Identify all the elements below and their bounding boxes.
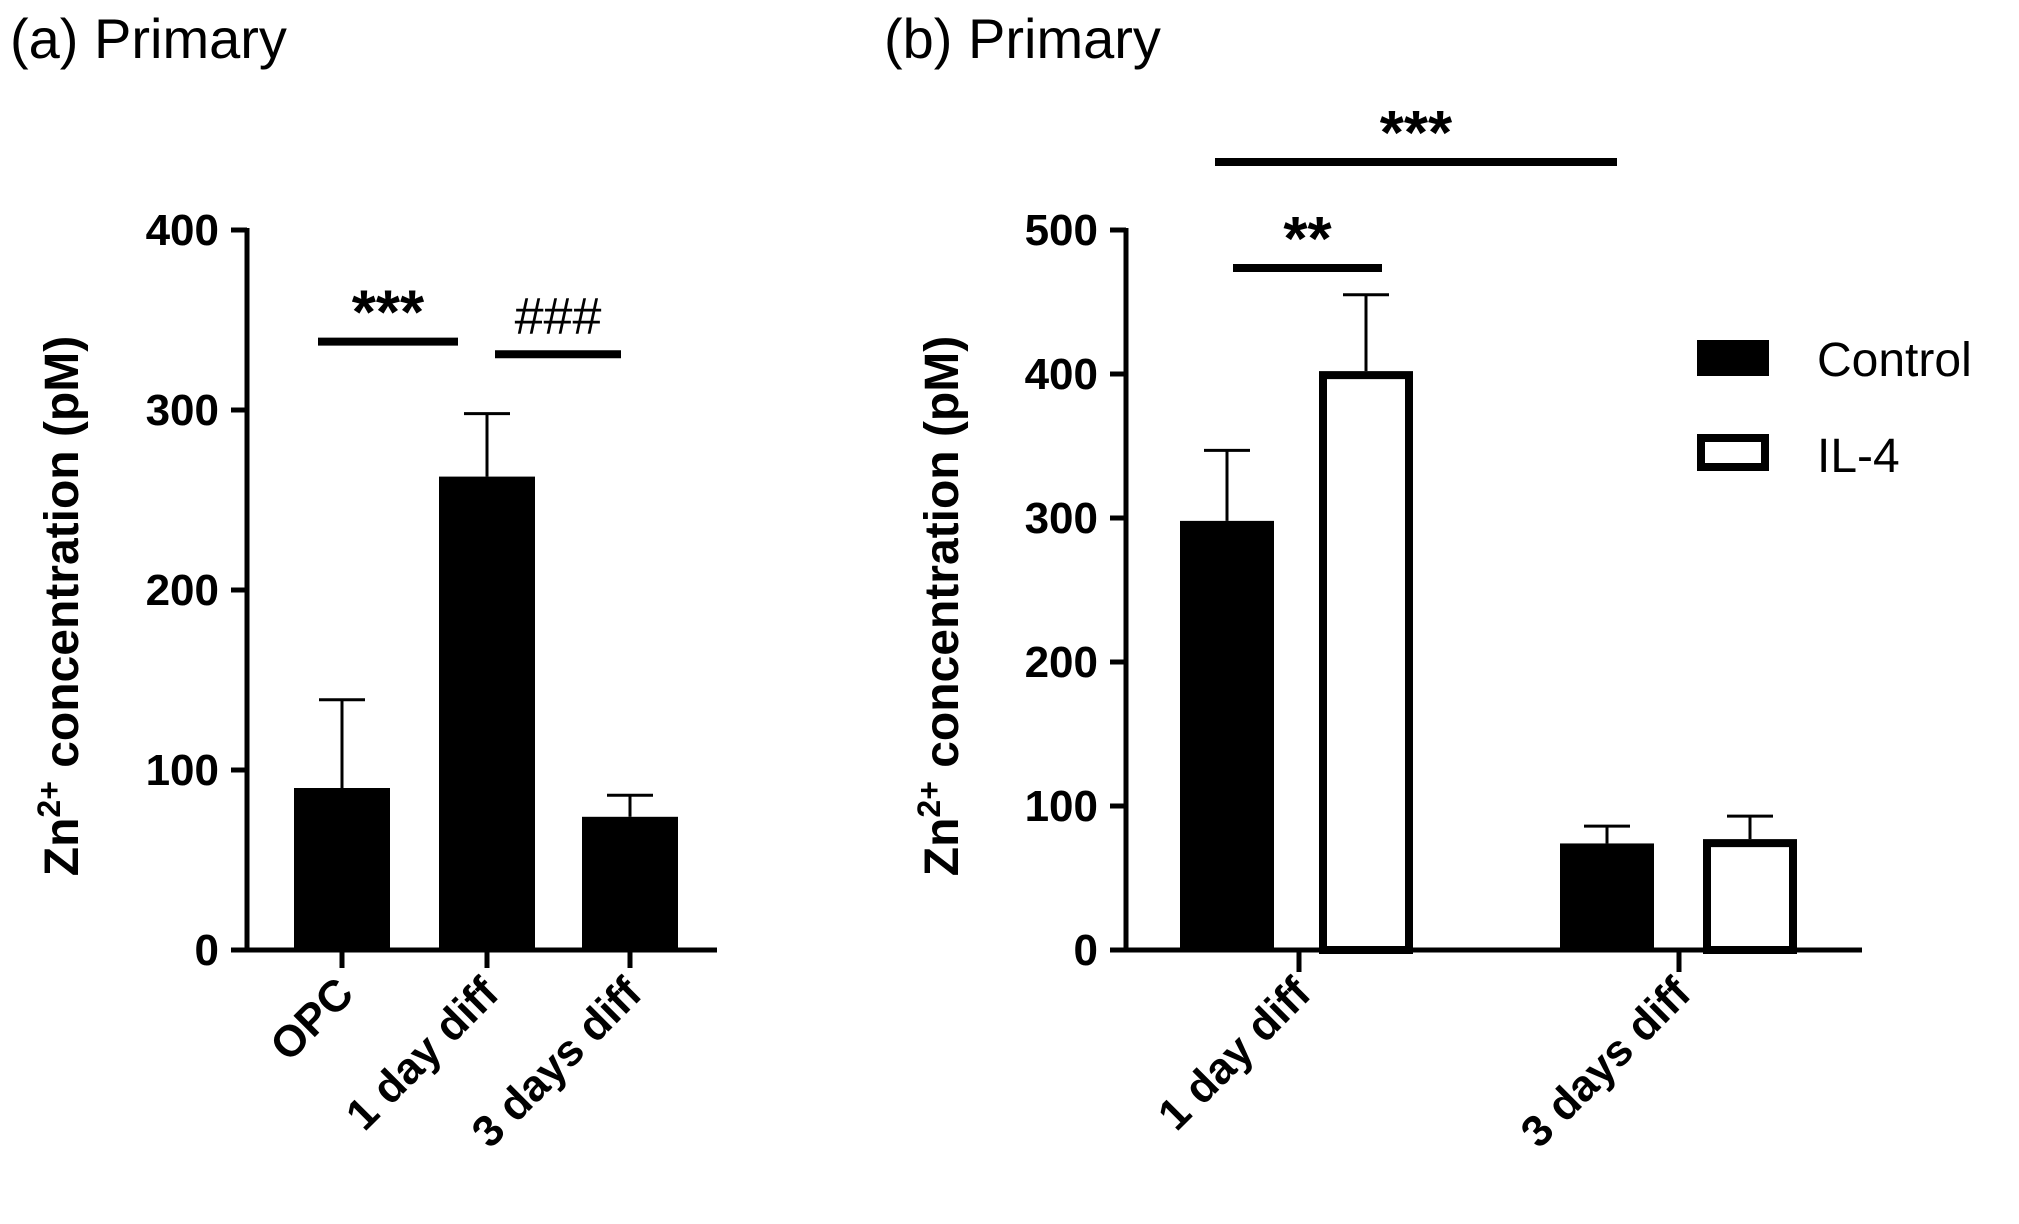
panel-b-bar [1703,839,1797,954]
panel-b-y-axis-label: Zn2+ concentration (pM) [911,336,969,876]
panel-a-bar [294,788,390,950]
legend-label-control: Control [1817,334,1972,387]
panel-a: (a) Primary Zn2+ concentration (pM) 0 100… [10,7,717,1157]
panel-b: (b) Primary Zn2+ concentration (pM) Cont… [884,7,1972,1157]
panel-b-title: (b) Primary [884,7,1161,70]
panel-b-bar [1319,371,1413,954]
panel-a-y-tick-label: 100 [146,746,219,795]
panel-b-y-tick-label: 100 [1025,782,1098,831]
panel-a-bar [582,816,678,950]
panel-a-y-axis-label: Zn2+ concentration (pM) [31,336,89,876]
panel-b-significance-label: ** [1283,205,1332,274]
panel-a-y-tick-label: 200 [146,566,219,615]
panel-a-y-tick-label: 0 [195,926,219,975]
panel-b-bar [1180,520,1274,950]
panel-b-y-tick-label: 400 [1025,350,1098,399]
panel-b-y-tick-label: 500 [1025,206,1098,255]
panel-a-significance-label: *** [352,279,425,348]
panel-a-x-tick-label: OPC [261,968,363,1070]
panel-a-significance-label: ### [515,288,602,346]
panel-b-x-tick-label: 1 day diff [1149,968,1320,1139]
panel-b-bar [1560,843,1654,950]
panel-b-significance-label: *** [1380,99,1453,168]
legend-label-il4: IL-4 [1817,430,1900,483]
legend-swatch-control [1697,340,1769,376]
panel-a-y-tick-label: 400 [146,206,219,255]
legend: Control IL-4 [1697,334,1972,483]
panel-a-title: (a) Primary [10,7,287,70]
panel-a-bar [439,476,535,950]
legend-swatch-il4 [1697,434,1769,471]
panel-b-y-tick-label: 200 [1025,638,1098,687]
panel-a-y-tick-label: 300 [146,386,219,435]
panel-b-y-tick-label: 300 [1025,494,1098,543]
panel-b-y-tick-label: 0 [1074,926,1098,975]
panel-b-x-tick-label: 3 days diff [1512,968,1701,1157]
